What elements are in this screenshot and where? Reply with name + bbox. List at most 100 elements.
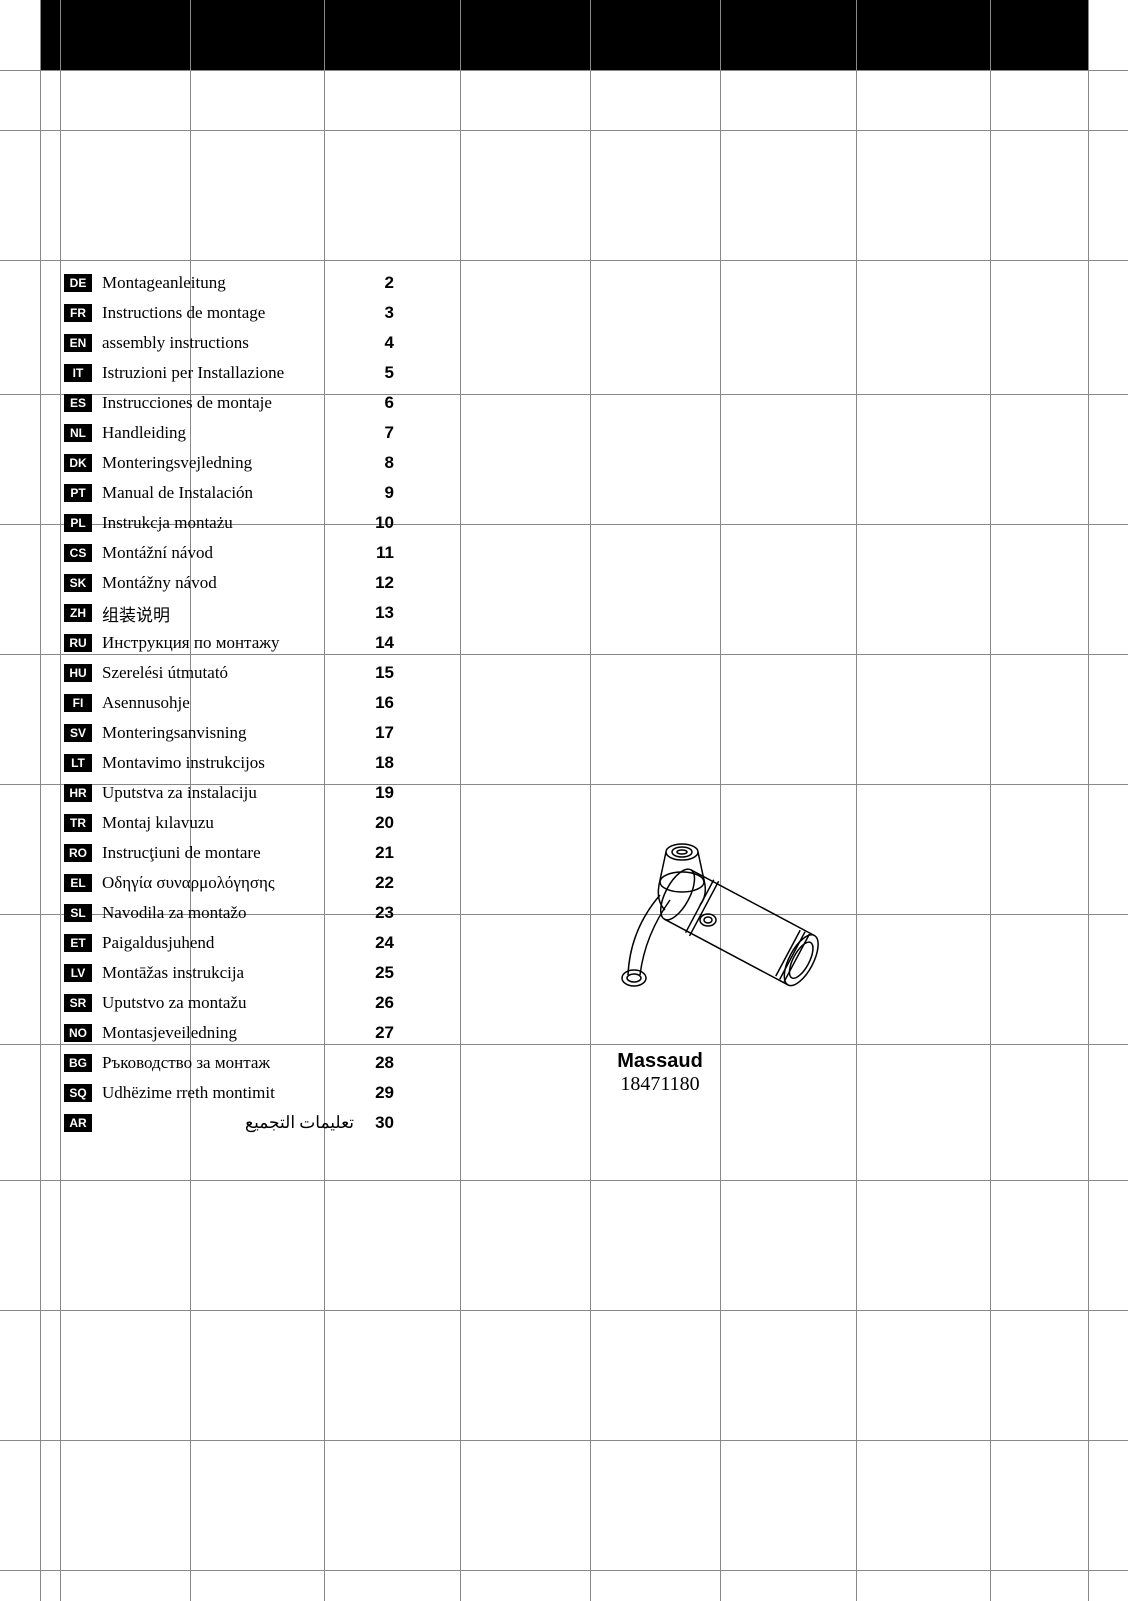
toc-row: BGРъководство за монтаж28 xyxy=(64,1048,394,1078)
language-badge: PL xyxy=(64,514,92,532)
toc-page-number: 17 xyxy=(354,723,394,743)
toc-page-number: 10 xyxy=(354,513,394,533)
language-badge: SK xyxy=(64,574,92,592)
toc-page-number: 12 xyxy=(354,573,394,593)
toc-row: ENassembly instructions4 xyxy=(64,328,394,358)
toc-label: Monteringsanvisning xyxy=(102,723,354,743)
toc-row: HUSzerelési útmutató15 xyxy=(64,658,394,688)
toc-row: FIAsennusohje16 xyxy=(64,688,394,718)
toc-label: Uputstvo za montažu xyxy=(102,993,354,1013)
toc-label: Instrucciones de montaje xyxy=(102,393,354,413)
grid-line-horizontal xyxy=(0,260,1128,261)
toc-label: Paigaldusjuhend xyxy=(102,933,354,953)
toc-label: Uputstva za instalaciju xyxy=(102,783,354,803)
grid-line-vertical xyxy=(60,0,61,1601)
toc-row: ARتعليمات التجميع30 xyxy=(64,1108,394,1138)
toc-label: Montážní návod xyxy=(102,543,354,563)
language-badge: TR xyxy=(64,814,92,832)
language-badge: FR xyxy=(64,304,92,322)
toc-row: EL Οδηγία συναρμολόγησης22 xyxy=(64,868,394,898)
toc-label: assembly instructions xyxy=(102,333,354,353)
language-badge: SL xyxy=(64,904,92,922)
product-number: 18471180 xyxy=(460,1073,860,1096)
toc-label: Handleiding xyxy=(102,423,354,443)
toc-label: Istruzioni per Installazione xyxy=(102,363,354,383)
toc-row: ROInstrucţiuni de montare21 xyxy=(64,838,394,868)
toc-page-number: 30 xyxy=(354,1113,394,1133)
grid-line-vertical xyxy=(990,0,991,1601)
toc-page-number: 26 xyxy=(354,993,394,1013)
toc-label: Navodila za montažo xyxy=(102,903,354,923)
toc-row: LTMontavimo instrukcijos18 xyxy=(64,748,394,778)
product-illustration xyxy=(600,820,870,1030)
language-badge: CS xyxy=(64,544,92,562)
toc-row: DKMonteringsvejledning8 xyxy=(64,448,394,478)
toc-label: Udhëzime rreth montimit xyxy=(102,1083,354,1103)
toc-label: Montasjeveiledning xyxy=(102,1023,354,1043)
toc-row: LVMontāžas instrukcija25 xyxy=(64,958,394,988)
language-badge: DE xyxy=(64,274,92,292)
toc-row: FRInstructions de montage3 xyxy=(64,298,394,328)
language-badge: LV xyxy=(64,964,92,982)
toc-label: Montaj kılavuzu xyxy=(102,813,354,833)
language-badge: NO xyxy=(64,1024,92,1042)
toc-row: HR Uputstva za instalaciju19 xyxy=(64,778,394,808)
toc-row: ETPaigaldusjuhend24 xyxy=(64,928,394,958)
grid-line-vertical xyxy=(590,0,591,1601)
toc-page-number: 5 xyxy=(354,363,394,383)
toc-page-number: 20 xyxy=(354,813,394,833)
toc-label: Instrucţiuni de montare xyxy=(102,843,354,863)
toc-row: SK Montážny návod12 xyxy=(64,568,394,598)
toc-row: IT Istruzioni per Installazione5 xyxy=(64,358,394,388)
toc-row: NOMontasjeveiledning27 xyxy=(64,1018,394,1048)
toc-page-number: 28 xyxy=(354,1053,394,1073)
toc-label: Manual de Instalación xyxy=(102,483,354,503)
toc-row: PL Instrukcja montażu10 xyxy=(64,508,394,538)
toc-row: NLHandleiding7 xyxy=(64,418,394,448)
grid-line-horizontal xyxy=(0,1180,1128,1181)
toc-page-number: 18 xyxy=(354,753,394,773)
language-badge: ET xyxy=(64,934,92,952)
table-of-contents: DEMontageanleitung2FRInstructions de mon… xyxy=(64,268,394,1138)
toc-row: TR Montaj kılavuzu20 xyxy=(64,808,394,838)
language-badge: EL xyxy=(64,874,92,892)
language-badge: SQ xyxy=(64,1084,92,1102)
toc-row: SRUputstvo za montažu26 xyxy=(64,988,394,1018)
toc-page-number: 22 xyxy=(354,873,394,893)
toc-row: PTManual de Instalación9 xyxy=(64,478,394,508)
toc-page-number: 15 xyxy=(354,663,394,683)
toc-label: Instrukcja montażu xyxy=(102,513,354,533)
toc-row: ESInstrucciones de montaje6 xyxy=(64,388,394,418)
product-caption: Massaud 18471180 xyxy=(460,1050,860,1096)
brand-logo: hansgrohe xyxy=(0,0,1128,58)
language-badge: PT xyxy=(64,484,92,502)
toc-page-number: 6 xyxy=(354,393,394,413)
language-badge: HR xyxy=(64,784,92,802)
grid-line-vertical xyxy=(1088,0,1089,1601)
toc-page-number: 8 xyxy=(354,453,394,473)
language-badge: FI xyxy=(64,694,92,712)
language-badge: SV xyxy=(64,724,92,742)
toc-label: Οδηγία συναρμολόγησης xyxy=(102,873,354,893)
grid-line-vertical xyxy=(856,0,857,1601)
toc-label: Инструкция по монтажу xyxy=(102,633,354,653)
language-badge: BG xyxy=(64,1054,92,1072)
language-badge: IT xyxy=(64,364,92,382)
grid-line-vertical xyxy=(40,0,41,1601)
toc-label: Montageanleitung xyxy=(102,273,354,293)
toc-label: Monteringsvejledning xyxy=(102,453,354,473)
toc-row: RUИнструкция по монтажу14 xyxy=(64,628,394,658)
toc-row: SLNavodila za montažo23 xyxy=(64,898,394,928)
toc-label: تعليمات التجميع xyxy=(102,1113,354,1133)
toc-page-number: 19 xyxy=(354,783,394,803)
toc-label: Montāžas instrukcija xyxy=(102,963,354,983)
toc-label: Montážny návod xyxy=(102,573,354,593)
toc-row: CSMontážní návod11 xyxy=(64,538,394,568)
language-badge: RO xyxy=(64,844,92,862)
grid-line-horizontal xyxy=(0,1310,1128,1311)
grid-line-horizontal xyxy=(0,70,1128,71)
grid-line-horizontal xyxy=(0,1570,1128,1571)
toc-row: SV Monteringsanvisning17 xyxy=(64,718,394,748)
toc-label: Szerelési útmutató xyxy=(102,663,354,683)
toc-page-number: 7 xyxy=(354,423,394,443)
